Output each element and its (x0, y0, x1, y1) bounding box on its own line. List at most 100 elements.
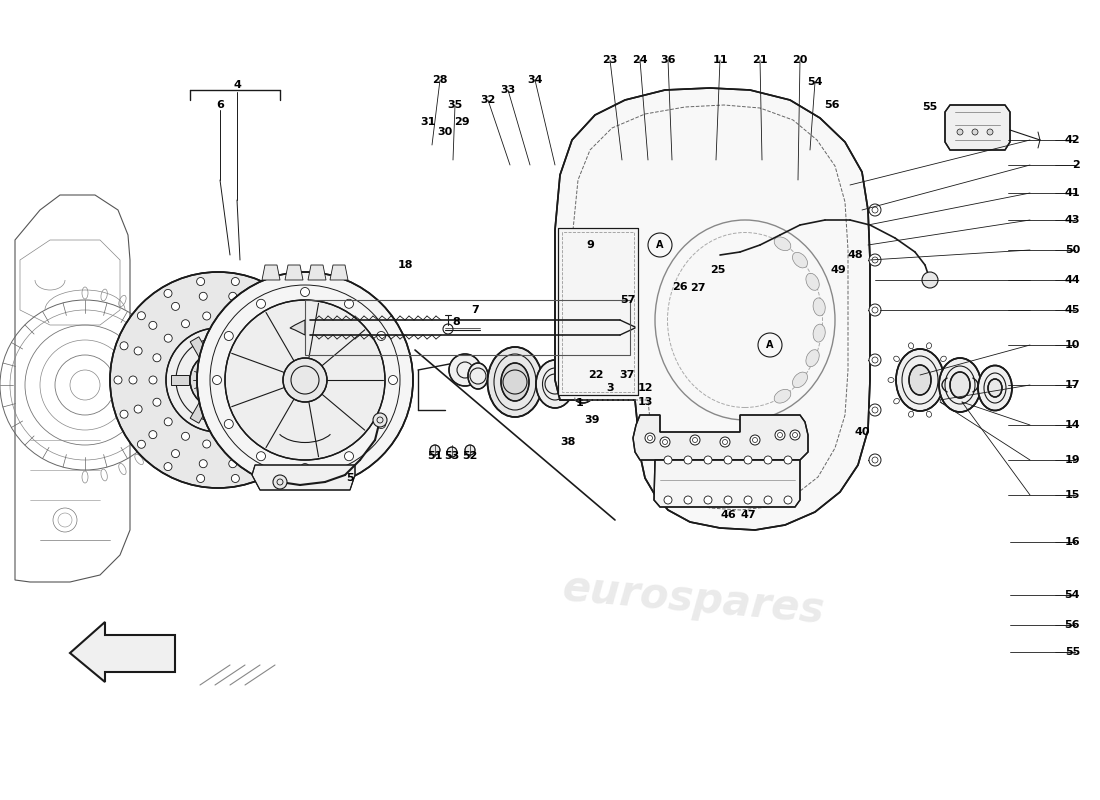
Ellipse shape (487, 347, 542, 417)
Text: 45: 45 (1065, 305, 1080, 315)
Circle shape (690, 435, 700, 445)
Text: 7: 7 (471, 305, 478, 315)
Text: eurospares: eurospares (560, 184, 826, 248)
Ellipse shape (774, 237, 791, 250)
Text: 54: 54 (1065, 590, 1080, 600)
Circle shape (314, 376, 322, 384)
Text: 52: 52 (462, 451, 477, 461)
Text: 37: 37 (619, 370, 635, 380)
Text: 41: 41 (1065, 188, 1080, 198)
Text: 10: 10 (1065, 340, 1080, 350)
Text: 34: 34 (527, 75, 542, 85)
Circle shape (190, 352, 246, 408)
Circle shape (294, 347, 301, 355)
Circle shape (166, 328, 270, 432)
Ellipse shape (630, 352, 646, 362)
Circle shape (120, 342, 128, 350)
Circle shape (869, 404, 881, 416)
Circle shape (246, 432, 254, 440)
Text: 51: 51 (427, 451, 442, 461)
Circle shape (134, 347, 142, 355)
Ellipse shape (813, 298, 825, 316)
Circle shape (344, 299, 353, 308)
Circle shape (226, 300, 385, 460)
Circle shape (922, 272, 938, 288)
Polygon shape (190, 337, 208, 358)
Ellipse shape (896, 349, 944, 411)
Circle shape (308, 342, 316, 350)
Circle shape (275, 398, 283, 406)
Circle shape (202, 440, 211, 448)
Circle shape (153, 398, 161, 406)
Circle shape (957, 129, 962, 135)
Circle shape (197, 272, 412, 488)
Text: eurospares: eurospares (109, 352, 375, 416)
Circle shape (164, 418, 173, 426)
Circle shape (869, 304, 881, 316)
Ellipse shape (988, 379, 1002, 397)
Polygon shape (285, 265, 303, 280)
Polygon shape (228, 402, 245, 423)
Text: 15: 15 (1065, 490, 1080, 500)
Circle shape (164, 290, 172, 298)
Polygon shape (654, 460, 800, 507)
Polygon shape (190, 402, 208, 423)
Circle shape (644, 357, 660, 373)
Polygon shape (252, 465, 355, 490)
Circle shape (148, 430, 157, 438)
Text: 49: 49 (830, 265, 846, 275)
Circle shape (636, 319, 648, 331)
Text: 42: 42 (1065, 135, 1080, 145)
Circle shape (724, 496, 732, 504)
Circle shape (148, 376, 157, 384)
Circle shape (202, 312, 211, 320)
Ellipse shape (813, 324, 825, 342)
Text: A: A (657, 240, 663, 250)
Text: 56: 56 (824, 100, 839, 110)
Text: 30: 30 (438, 127, 452, 137)
Circle shape (299, 376, 307, 384)
Text: 21: 21 (752, 55, 768, 65)
Circle shape (750, 435, 760, 445)
Circle shape (153, 354, 161, 362)
Circle shape (784, 496, 792, 504)
Text: 46: 46 (720, 510, 736, 520)
Text: 6: 6 (216, 100, 224, 110)
Ellipse shape (792, 252, 807, 268)
Circle shape (256, 299, 265, 308)
Text: 4: 4 (233, 80, 241, 90)
Ellipse shape (569, 367, 597, 403)
Circle shape (256, 302, 264, 310)
Text: 50: 50 (1065, 245, 1080, 255)
Circle shape (290, 312, 298, 320)
Circle shape (790, 430, 800, 440)
Text: 39: 39 (584, 415, 600, 425)
Ellipse shape (806, 274, 820, 290)
Polygon shape (170, 375, 189, 385)
Polygon shape (262, 265, 280, 280)
Circle shape (134, 405, 142, 413)
Circle shape (684, 456, 692, 464)
Circle shape (279, 430, 287, 438)
Polygon shape (945, 105, 1010, 150)
Circle shape (231, 278, 240, 286)
Ellipse shape (774, 390, 791, 403)
Ellipse shape (644, 306, 656, 314)
Text: 8: 8 (452, 317, 460, 327)
Text: 47: 47 (740, 510, 756, 520)
Circle shape (645, 433, 654, 443)
Circle shape (164, 462, 172, 470)
Text: 53: 53 (444, 451, 460, 461)
Text: 19: 19 (1065, 455, 1080, 465)
Polygon shape (70, 622, 175, 682)
Polygon shape (556, 88, 870, 530)
Text: 5: 5 (346, 473, 354, 483)
Text: 17: 17 (1065, 380, 1080, 390)
Ellipse shape (500, 363, 529, 401)
Circle shape (869, 454, 881, 466)
Circle shape (344, 452, 353, 461)
Circle shape (764, 496, 772, 504)
Circle shape (197, 278, 205, 286)
Circle shape (172, 450, 179, 458)
Circle shape (264, 462, 272, 470)
